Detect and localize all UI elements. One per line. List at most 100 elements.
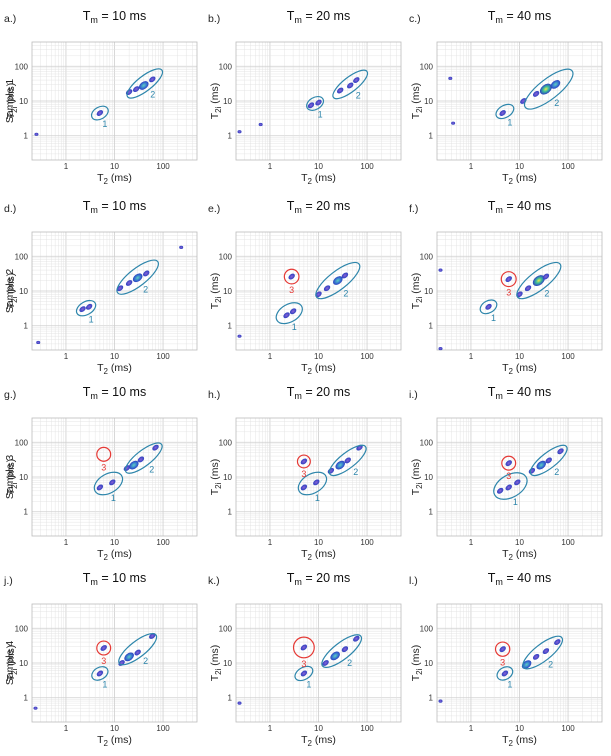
peak-mark [300, 484, 308, 491]
artifact-peak [237, 130, 242, 134]
peak-mark [283, 312, 290, 319]
cluster-ellipse-2 [124, 442, 163, 474]
cluster-ellipse-3 [96, 640, 112, 656]
y-tick-label: 1 [228, 132, 233, 141]
panel-h: h.) Tm = 20 ms 1 10 100 1 10 100 T2 (ms) T2i (ms)… [208, 385, 402, 562]
x-tick-label: 1 [268, 538, 273, 547]
x-tick-label: 1 [268, 724, 273, 733]
x-tick-label: 10 [110, 724, 119, 733]
cluster-ellipse-2 [328, 444, 367, 477]
y-tick-label: 10 [19, 287, 28, 296]
peak-mark [485, 303, 492, 310]
grid [236, 604, 401, 722]
grid [236, 42, 401, 160]
grid [437, 604, 602, 722]
panel-title: Tm = 20 ms [287, 9, 350, 25]
cluster-ellipse-3 [292, 636, 315, 659]
cluster-ellipse-1 [479, 299, 498, 315]
panel-label: c.) [409, 13, 421, 25]
cluster-ellipse-1 [495, 103, 515, 120]
x-tick-label: 10 [110, 162, 119, 171]
peak-mark [521, 660, 532, 669]
peak-mark [505, 484, 512, 491]
plot-frame [31, 603, 198, 723]
cluster-label-1: 1 [507, 117, 512, 127]
cluster-label-2: 2 [554, 467, 559, 477]
y-tick-label: 100 [219, 252, 233, 261]
artifact-peak [237, 334, 242, 338]
y-tick-label: 1 [24, 694, 29, 703]
peak-mark [100, 645, 107, 651]
peak-mark [149, 76, 156, 83]
cluster-label-3: 3 [506, 471, 511, 481]
peak-mark [542, 648, 550, 655]
x-axis-label: T2 (ms) [301, 172, 336, 186]
cluster-label-2: 2 [143, 656, 148, 666]
panel-g: g.) Tm = 10 ms 1 10 100 1 10 100 T2 (ms) T2i (ms)… [4, 385, 198, 562]
peak-mark [499, 646, 506, 653]
y-axis-label: T2i (ms) [209, 83, 223, 120]
y-tick-label: 1 [429, 322, 434, 331]
panel-f: f.) Tm = 40 ms 1 10 100 1 10 100 T2 (ms) T2i (ms)… [409, 199, 603, 376]
panel-title: Tm = 40 ms [488, 385, 551, 401]
peak-mark [353, 77, 360, 84]
peak-mark [79, 306, 86, 313]
y-tick-label: 1 [429, 694, 434, 703]
peak-mark [344, 457, 351, 464]
grid [32, 418, 197, 536]
peak-mark [550, 80, 561, 89]
panel-b: b.) Tm = 20 ms 1 10 100 1 10 100 T2 (ms) T2i (ms)… [208, 9, 402, 186]
cluster-label-1: 1 [89, 315, 94, 325]
artifact-peak [448, 76, 453, 80]
plot-frame [235, 231, 402, 351]
cluster-ellipse-2 [116, 259, 159, 295]
plot-frame [31, 41, 198, 161]
peak-mark [499, 110, 506, 116]
peak-mark [505, 460, 512, 467]
grid [236, 232, 401, 350]
y-tick-label: 1 [228, 508, 233, 517]
x-axis-label: T2 (ms) [97, 362, 132, 376]
panel-title: Tm = 10 ms [83, 571, 146, 587]
y-axis-label: T2i (ms) [209, 645, 223, 682]
grid [437, 42, 602, 160]
y-tick-label: 100 [420, 62, 434, 71]
x-tick-label: 100 [156, 538, 170, 547]
panel-j: j.) Tm = 10 ms 1 10 100 1 10 100 T2 (ms) T2i (ms)… [3, 571, 198, 748]
y-axis-label: T2i (ms) [410, 273, 424, 310]
x-axis-label: T2 (ms) [301, 362, 336, 376]
panel-title: Tm = 20 ms [287, 385, 350, 401]
cluster-ellipse-2 [529, 444, 568, 477]
x-tick-label: 10 [110, 538, 119, 547]
cluster-label-3: 3 [289, 285, 294, 295]
y-tick-label: 10 [19, 659, 28, 668]
plot-frame [436, 417, 603, 537]
artifact-peak [179, 245, 184, 250]
plot-frame [436, 603, 603, 723]
peak-mark [125, 280, 133, 286]
peak-mark [335, 460, 346, 470]
cluster-ellipse-1 [75, 299, 97, 317]
peak-mark [353, 635, 360, 642]
row-label-2: Sample 2 [4, 269, 16, 314]
artifact-peak [438, 268, 443, 272]
cluster-label-3: 3 [301, 469, 306, 479]
x-axis-label: T2 (ms) [301, 734, 336, 748]
peak-mark [347, 82, 354, 89]
grid [437, 232, 602, 350]
artifact-peak [438, 346, 443, 351]
panel-label: f.) [409, 203, 418, 215]
x-tick-label: 10 [515, 724, 524, 733]
cluster-label-3: 3 [101, 462, 106, 472]
x-tick-label: 100 [561, 724, 575, 733]
peak-mark [542, 273, 550, 280]
cluster-ellipse-2 [332, 69, 369, 100]
cluster-ellipse-1 [93, 471, 124, 496]
peak-mark [337, 87, 344, 94]
y-tick-label: 100 [420, 624, 434, 633]
cluster-ellipse-1 [90, 105, 109, 121]
peak-mark [516, 291, 523, 298]
x-tick-label: 100 [561, 352, 575, 361]
panel-a: a.) Tm = 10 ms 1 10 100 1 10 100 T2 (ms) T2i (ms)… [4, 9, 198, 186]
cluster-label-1: 1 [306, 679, 311, 689]
